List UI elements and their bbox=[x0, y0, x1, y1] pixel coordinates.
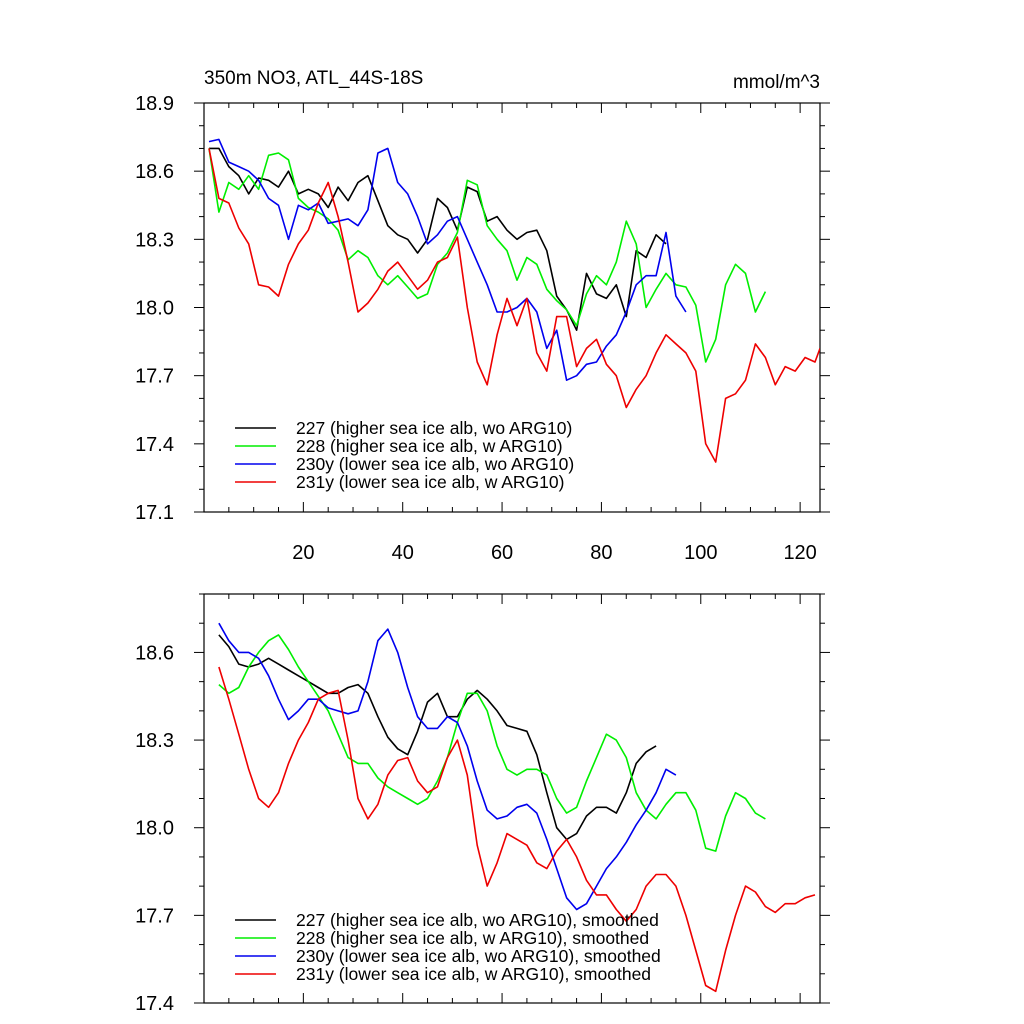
top-y-tick-label: 17.7 bbox=[135, 366, 174, 388]
top-y-tick-label: 17.1 bbox=[135, 502, 174, 524]
top-series-line-4 bbox=[208, 148, 820, 463]
bottom-y-tick-label: 18.0 bbox=[135, 818, 174, 840]
top-x-tick-label: 20 bbox=[292, 542, 314, 564]
top-y-tick-label: 18.6 bbox=[135, 161, 174, 183]
top-legend-label: 230y (lower sea ice alb, wo ARG10) bbox=[296, 454, 574, 474]
top-legend-label: 228 (higher sea ice alb, w ARG10) bbox=[296, 436, 563, 456]
bottom-chart: 17.4 17.7 18.0 18.3 18.6 227 (higher sea ice … bbox=[135, 593, 830, 1015]
top-y-tick-label: 18.3 bbox=[135, 229, 174, 251]
bottom-legend-label: 228 (higher sea ice alb, w ARG10), smoot… bbox=[296, 928, 649, 948]
top-series-line-3 bbox=[208, 138, 687, 382]
bottom-series-line-1 bbox=[218, 634, 657, 841]
bottom-series-line-2 bbox=[218, 634, 766, 852]
bottom-y-tick-label: 18.6 bbox=[135, 642, 174, 664]
top-x-tick-label: 100 bbox=[684, 542, 717, 564]
bottom-legend-label: 227 (higher sea ice alb, wo ARG10), smoo… bbox=[296, 910, 659, 930]
bottom-legend: 227 (higher sea ice alb, wo ARG10), smoo… bbox=[235, 910, 661, 984]
top-legend-label: 227 (higher sea ice alb, wo ARG10) bbox=[296, 418, 572, 438]
bottom-series-line-3 bbox=[218, 622, 677, 911]
bottom-y-tick-label: 17.4 bbox=[135, 993, 174, 1015]
top-chart-units: mmol/m^3 bbox=[733, 72, 820, 93]
top-y-tick-label: 17.4 bbox=[135, 434, 174, 456]
top-y-tick-label: 18.9 bbox=[135, 93, 174, 115]
top-legend-label: 231y (lower sea ice alb, w ARG10) bbox=[296, 472, 564, 492]
bottom-legend-label: 231y (lower sea ice alb, w ARG10), smoot… bbox=[296, 964, 651, 984]
top-x-tick-label: 80 bbox=[590, 542, 612, 564]
bottom-y-tick-label: 18.3 bbox=[135, 730, 174, 752]
top-x-tick-label: 120 bbox=[783, 542, 816, 564]
bottom-legend-label: 230y (lower sea ice alb, wo ARG10), smoo… bbox=[296, 946, 661, 966]
bottom-y-tick-label: 17.7 bbox=[135, 905, 174, 927]
top-chart: 20 40 60 80 100 120 17.1 17.4 17.7 18.0 18.3 18.6 18… bbox=[135, 93, 830, 564]
top-legend: 227 (higher sea ice alb, wo ARG10)228 (h… bbox=[235, 418, 574, 492]
top-x-tick-label: 40 bbox=[392, 542, 414, 564]
bottom-series-line-4 bbox=[218, 666, 816, 993]
top-series-line-1 bbox=[209, 147, 667, 332]
top-series-line-2 bbox=[208, 148, 767, 363]
top-x-tick-label: 60 bbox=[491, 542, 513, 564]
top-chart-title: 350m NO3, ATL_44S-18S bbox=[204, 68, 423, 89]
top-y-tick-label: 18.0 bbox=[135, 298, 174, 320]
